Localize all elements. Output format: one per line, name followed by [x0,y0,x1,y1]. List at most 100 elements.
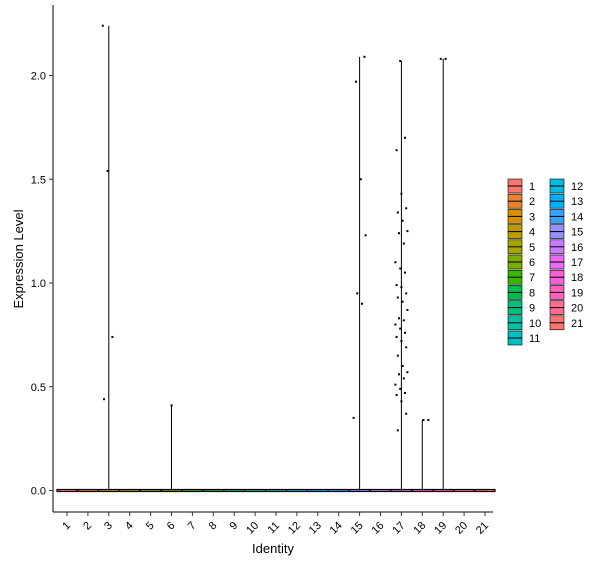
legend-label-15: 15 [571,227,583,239]
x-tick-label: 9 [228,520,241,533]
data-point [106,169,109,172]
data-point [399,387,402,390]
legend-label-21: 21 [571,318,583,330]
x-tick-label: 16 [369,520,386,537]
legend-label-18: 18 [571,272,583,284]
data-point [395,394,398,397]
violin-16 [369,488,392,493]
data-point [396,211,399,214]
data-point [406,230,409,233]
violin-9 [223,488,245,493]
legend-label-7: 7 [529,272,535,284]
violin-21 [474,488,496,493]
data-point [170,404,173,407]
legend-label-6: 6 [529,257,535,269]
data-point [399,59,402,62]
data-point [400,400,403,403]
y-axis: 0.0 0.5 1.0 1.5 2.0 [31,71,53,498]
violin-8 [202,488,224,493]
data-point [396,429,399,432]
x-tick-label: 11 [266,520,283,537]
x-tick-label: 7 [186,520,199,533]
data-point [405,207,408,210]
data-point [402,242,405,245]
x-tick-label: 21 [474,520,491,537]
x-axis-title: Identity [252,541,294,556]
data-point [352,416,355,419]
data-point [396,354,399,357]
x-tick-label: 12 [286,520,303,537]
data-point [356,292,359,295]
data-point [401,219,404,222]
data-point [394,323,397,326]
legend-label-3: 3 [529,211,535,223]
x-tick-label: 2 [81,520,94,533]
y-axis-title: Expression Level [11,209,26,308]
violin-4 [119,488,141,493]
y-tick-label: 1.5 [31,174,46,186]
data-point [401,365,404,367]
legend-label-13: 13 [571,196,583,208]
violins [56,25,496,493]
x-tick-label: 1 [60,520,73,533]
legend-label-20: 20 [571,303,583,315]
data-point [355,80,357,83]
legend-label-12: 12 [571,181,583,193]
legend-label-17: 17 [571,257,583,269]
data-point [396,296,399,299]
x-tick-label: 4 [123,520,136,533]
data-point [439,57,442,60]
data-point [422,418,425,421]
legend-label-16: 16 [571,242,583,254]
legend-label-5: 5 [529,242,535,254]
data-point [398,317,400,320]
x-tick-label: 15 [349,520,366,537]
data-point [405,346,408,349]
x-tick-label: 3 [102,520,115,533]
data-point [401,300,404,303]
jitter-points [101,24,447,432]
data-point [399,267,402,270]
x-tick-label: 5 [144,520,157,533]
data-point [400,340,403,343]
y-tick-label: 0.5 [31,382,46,394]
y-tick-label: 2.0 [31,71,46,83]
data-point [394,383,397,386]
data-point [444,57,447,60]
data-point [111,335,114,338]
y-tick-label: 1.0 [31,278,46,290]
violin-1 [56,488,78,493]
data-point [405,292,408,295]
data-point [427,418,430,421]
legend-label-4: 4 [529,227,535,239]
violin-13 [307,488,329,493]
x-tick-label: 17 [390,520,407,537]
violin-5 [140,488,162,493]
violin-12 [286,488,308,493]
data-point [406,308,409,311]
data-point [364,234,367,237]
violin-20 [453,488,475,493]
data-point [398,373,400,376]
data-point [405,412,408,415]
violin-10 [244,488,266,493]
violin-14 [328,488,350,493]
x-tick-label: 8 [207,520,220,533]
legend-label-19: 19 [571,287,583,299]
data-point [395,149,398,152]
legend-label-1: 1 [529,181,535,193]
x-tick-label: 14 [328,520,345,537]
data-point [395,335,398,338]
data-point [363,55,366,58]
legend-label-2: 2 [529,196,535,208]
data-point [395,284,398,287]
violin-2 [77,488,99,493]
plot-area [52,5,493,513]
data-point [402,377,405,380]
data-point [398,232,400,235]
data-point [406,371,409,374]
x-tick-label: 13 [307,520,324,537]
x-tick-label: 18 [411,520,428,537]
